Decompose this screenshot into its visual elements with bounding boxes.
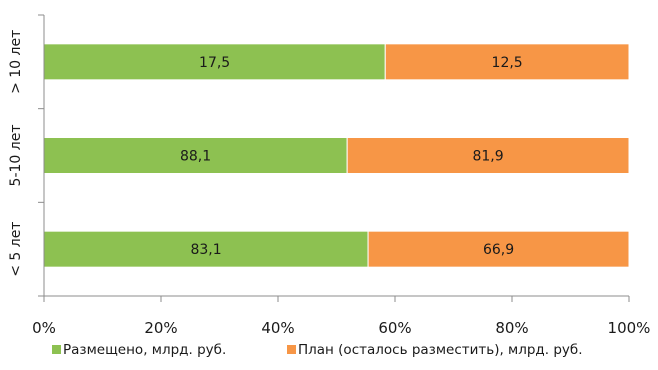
- x-tick-label: 60%: [378, 319, 411, 337]
- category-label: < 5 лет: [8, 222, 24, 277]
- x-tick-label: 0%: [32, 319, 56, 337]
- bar-placed-0: [43, 43, 386, 81]
- bar-plan-2: [367, 230, 630, 268]
- legend: Размещено, млрд. руб. План (осталось разм…: [52, 342, 583, 358]
- bar-plan-1: [346, 137, 630, 174]
- x-tick-label: 20%: [144, 319, 177, 337]
- x-tick-label: 100%: [608, 319, 651, 337]
- bar-plan-0: [384, 43, 630, 81]
- category-label: 5-10 лет: [8, 125, 24, 187]
- category-label: > 10 лет: [8, 30, 24, 94]
- legend-label: План (осталось разместить), млрд. руб.: [298, 342, 583, 358]
- data-label: 17,5: [199, 55, 230, 71]
- data-label: 88,1: [180, 149, 211, 165]
- x-tick-label: 40%: [261, 319, 294, 337]
- x-tick-label: 80%: [495, 319, 528, 337]
- legend-label: Размещено, млрд. руб.: [63, 342, 226, 358]
- data-label: 12,5: [492, 55, 523, 71]
- data-label: 81,9: [472, 149, 503, 165]
- bar-placed-1: [43, 137, 348, 174]
- legend-swatch: [52, 345, 61, 354]
- legend-swatch: [287, 345, 296, 354]
- data-label: 83,1: [190, 242, 221, 258]
- axis-layer: > 10 лет 5-10 лет < 5 лет 0% 20% 40% 60% 80% 100…: [8, 14, 651, 337]
- bar-placed-2: [43, 230, 369, 268]
- bars-layer: 17,5 12,5 88,1 81,9 83,1 66,9: [43, 43, 630, 268]
- data-label: 66,9: [483, 242, 514, 258]
